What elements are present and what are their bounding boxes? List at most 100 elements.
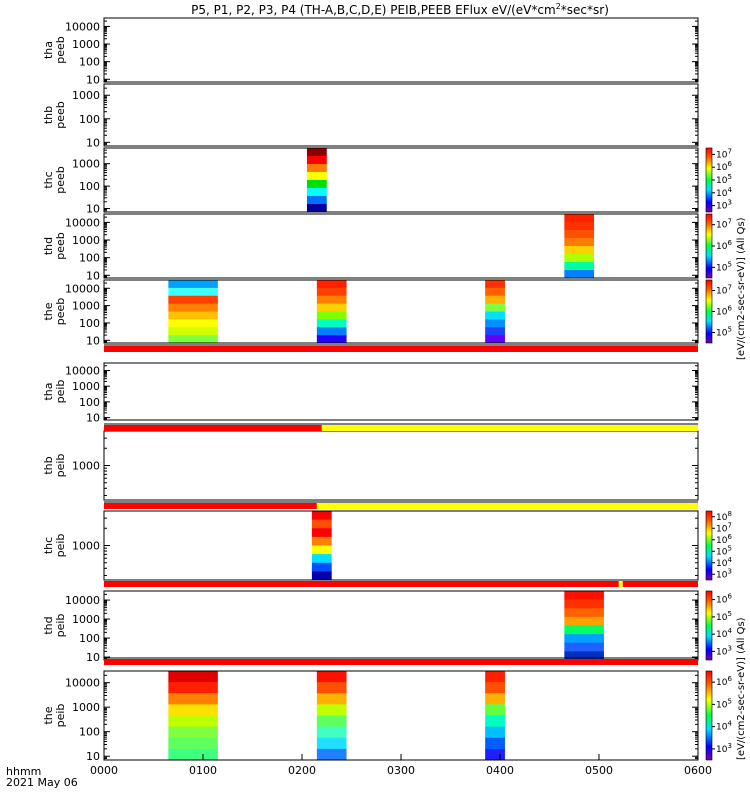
spectrogram-block-0: [306, 172, 327, 181]
spectrogram-block-1: [316, 335, 347, 344]
colorbar: [705, 670, 713, 761]
y-label-species: peeb: [54, 298, 67, 326]
y-label-species: peeb: [54, 166, 67, 194]
y-tick-label: 1000: [72, 701, 100, 714]
panel-frame: [103, 279, 699, 344]
spectrogram-block-0: [564, 642, 604, 652]
spectrogram-block-1: [316, 748, 347, 761]
colorbar-tick-label: 108: [716, 510, 732, 523]
y-tick-label: 100: [79, 113, 100, 126]
y-label-species: peib: [54, 534, 67, 558]
colorbar: [705, 213, 713, 279]
spectrogram-block-0: [306, 164, 327, 173]
spectrogram-block-0: [311, 554, 332, 564]
spectrogram-block-0: [168, 682, 218, 694]
spectrogram-block-0: [306, 180, 327, 189]
spectrogram-block-1: [316, 693, 347, 705]
spectrogram-block-0: [564, 625, 604, 635]
panel-frame: [103, 17, 699, 83]
y-label-probe: tha: [42, 41, 55, 59]
flag-bar-segment: [622, 581, 698, 587]
y-tick-label: 10: [86, 334, 100, 347]
spectrogram-block-0: [311, 545, 332, 555]
colorbar: [705, 510, 713, 581]
y-tick-label: 1000: [72, 380, 100, 393]
spectrogram-block-1: [316, 280, 347, 289]
colorbar-label-peib: [eV/(cm2-sec-sr-eV)] (All Qs): [736, 617, 747, 760]
panel-thb-peeb: 10 100 1000 thb peeb: [42, 83, 699, 149]
panel-frame: [103, 83, 699, 147]
colorbar-tick-label: 104: [716, 556, 732, 569]
spectrogram-block-0: [168, 311, 218, 320]
flag-bar-segment: [618, 581, 623, 587]
colorbar-tick-label: 105: [716, 697, 732, 710]
colorbar-tick-label: 103: [716, 199, 732, 212]
spectrogram-block-0: [564, 230, 595, 239]
spectrogram-block-1: [316, 311, 347, 320]
panel-frame: [103, 430, 699, 501]
colorbar-tick-label: 106: [716, 305, 732, 318]
colorbar-tick-label: 105: [716, 544, 732, 557]
spectrogram-block-0: [168, 715, 218, 728]
colorbar-tick-label: 103: [716, 567, 732, 580]
y-tick-label: 1000: [72, 460, 100, 473]
colorbar-tick-label: 106: [716, 593, 732, 606]
panel-thb-peib: 1000 thb peib: [42, 423, 699, 501]
colorbar-tick-label: 106: [716, 239, 732, 252]
spectrogram-block-0: [306, 148, 327, 157]
y-tick-label: 10000: [65, 594, 100, 607]
spectrogram-block-0: [564, 246, 595, 255]
spectrogram-block-2: [485, 327, 505, 336]
spectrogram-block-2: [485, 737, 505, 750]
colorbar-tick-label: 104: [716, 186, 732, 199]
colorbar-tick-label: 105: [716, 326, 732, 339]
colorbar-label-peeb: [eV/(cm2-sec-sr-eV)] (All Qs): [736, 217, 747, 360]
spectrogram-block-1: [316, 704, 347, 716]
panel-the-peib: 10 100 1000 10000 the peib 103 104 105 106: [42, 657, 732, 763]
colorbar: [705, 590, 713, 661]
colorbar-tick-label: 106: [716, 160, 732, 173]
panel-frame: [103, 510, 699, 581]
spectrogram-block-0: [564, 214, 595, 223]
panel-thc-peeb: 10 100 1000 10000 tha peeb: [42, 17, 699, 86]
y-tick-label: 10: [86, 73, 100, 86]
spectrogram-block-1: [316, 287, 347, 297]
y-label-species: peib: [54, 454, 67, 478]
y-tick-label: 100: [79, 317, 100, 330]
spectrogram-block-0: [168, 327, 218, 336]
colorbar-tick-label: 106: [716, 675, 732, 688]
spectrogram-block-0: [564, 254, 595, 263]
y-label-species: peib: [54, 704, 67, 728]
spectrogram-block-2: [485, 715, 505, 728]
spectrogram-block-0: [564, 599, 604, 609]
spectrogram-block-2: [485, 287, 505, 297]
y-label-species: peeb: [54, 36, 67, 64]
colorbar-tick-label: 107: [716, 284, 732, 297]
spectrogram-block-2: [485, 748, 505, 761]
spectrogram-block-0: [168, 671, 218, 683]
colorbar-tick-label: 106: [716, 533, 732, 546]
y-label-probe: thd: [42, 237, 55, 255]
y-tick-label: 1000: [72, 38, 100, 51]
spectrogram-block-0: [564, 616, 604, 626]
y-label-probe: tha: [42, 382, 55, 400]
panel-frame: [103, 147, 699, 213]
y-label-species: peeb: [54, 101, 67, 129]
spectrogram-block-0: [311, 562, 332, 572]
spectrogram-block-1: [316, 303, 347, 312]
y-label-probe: the: [42, 302, 55, 320]
y-tick-label: 100: [79, 56, 100, 69]
spectrogram-block-0: [168, 726, 218, 739]
colorbar: [705, 279, 713, 344]
colorbar-tick-label: 104: [716, 720, 732, 733]
spectrogram-block-2: [485, 704, 505, 716]
y-tick-label: 10: [86, 203, 100, 216]
spectrogram-block-2: [485, 311, 505, 320]
spectrogram-block-1: [316, 671, 347, 683]
spectrogram-block-0: [306, 156, 327, 165]
flag-bar-segment: [104, 503, 317, 509]
colorbar-tick-label: 103: [716, 742, 732, 755]
